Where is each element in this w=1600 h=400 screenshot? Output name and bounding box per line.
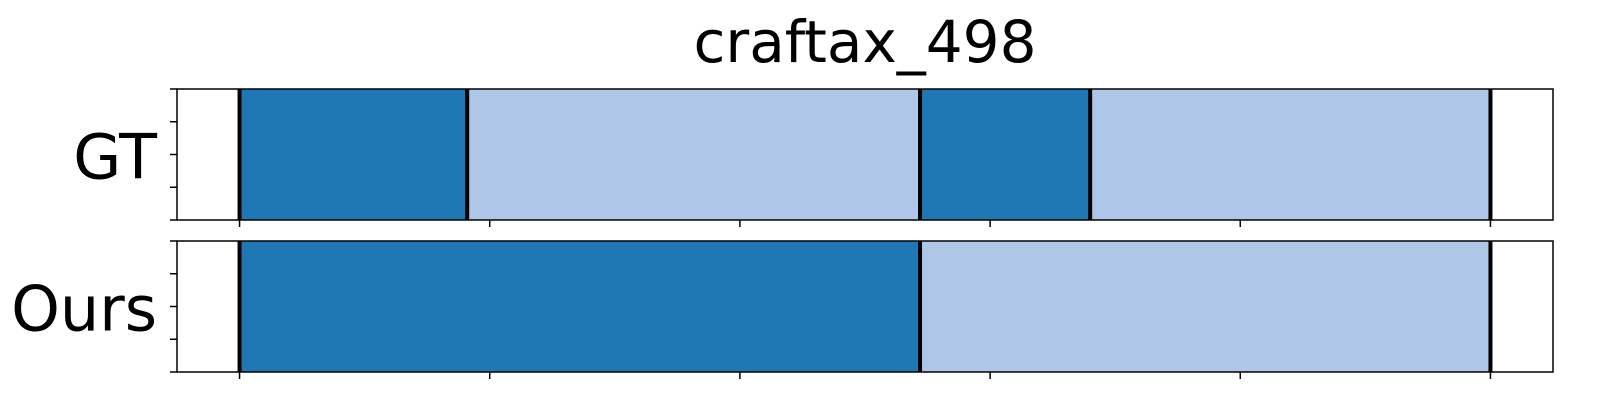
row-gt: GT [73,88,1554,227]
chart-title: craftax_498 [694,8,1037,76]
row-label: Ours [11,273,157,346]
segment-dark [920,89,1091,220]
segment-dark [239,241,921,372]
row-ours: Ours [11,240,1554,379]
segment-light [467,89,921,220]
segment-light [1090,89,1491,220]
rows-layer: GT Ours [11,88,1554,379]
segment-dark [239,89,468,220]
segment-light [920,241,1491,372]
row-label: GT [73,121,158,194]
